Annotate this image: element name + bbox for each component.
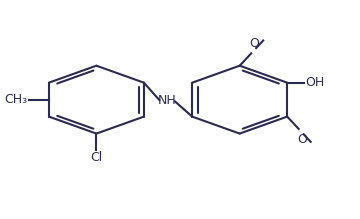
Text: CH₃: CH₃ [5,93,28,106]
Text: O: O [249,37,259,50]
Text: OH: OH [306,76,325,89]
Text: NH: NH [158,94,176,107]
Text: O: O [297,132,307,146]
Text: Cl: Cl [90,151,103,164]
